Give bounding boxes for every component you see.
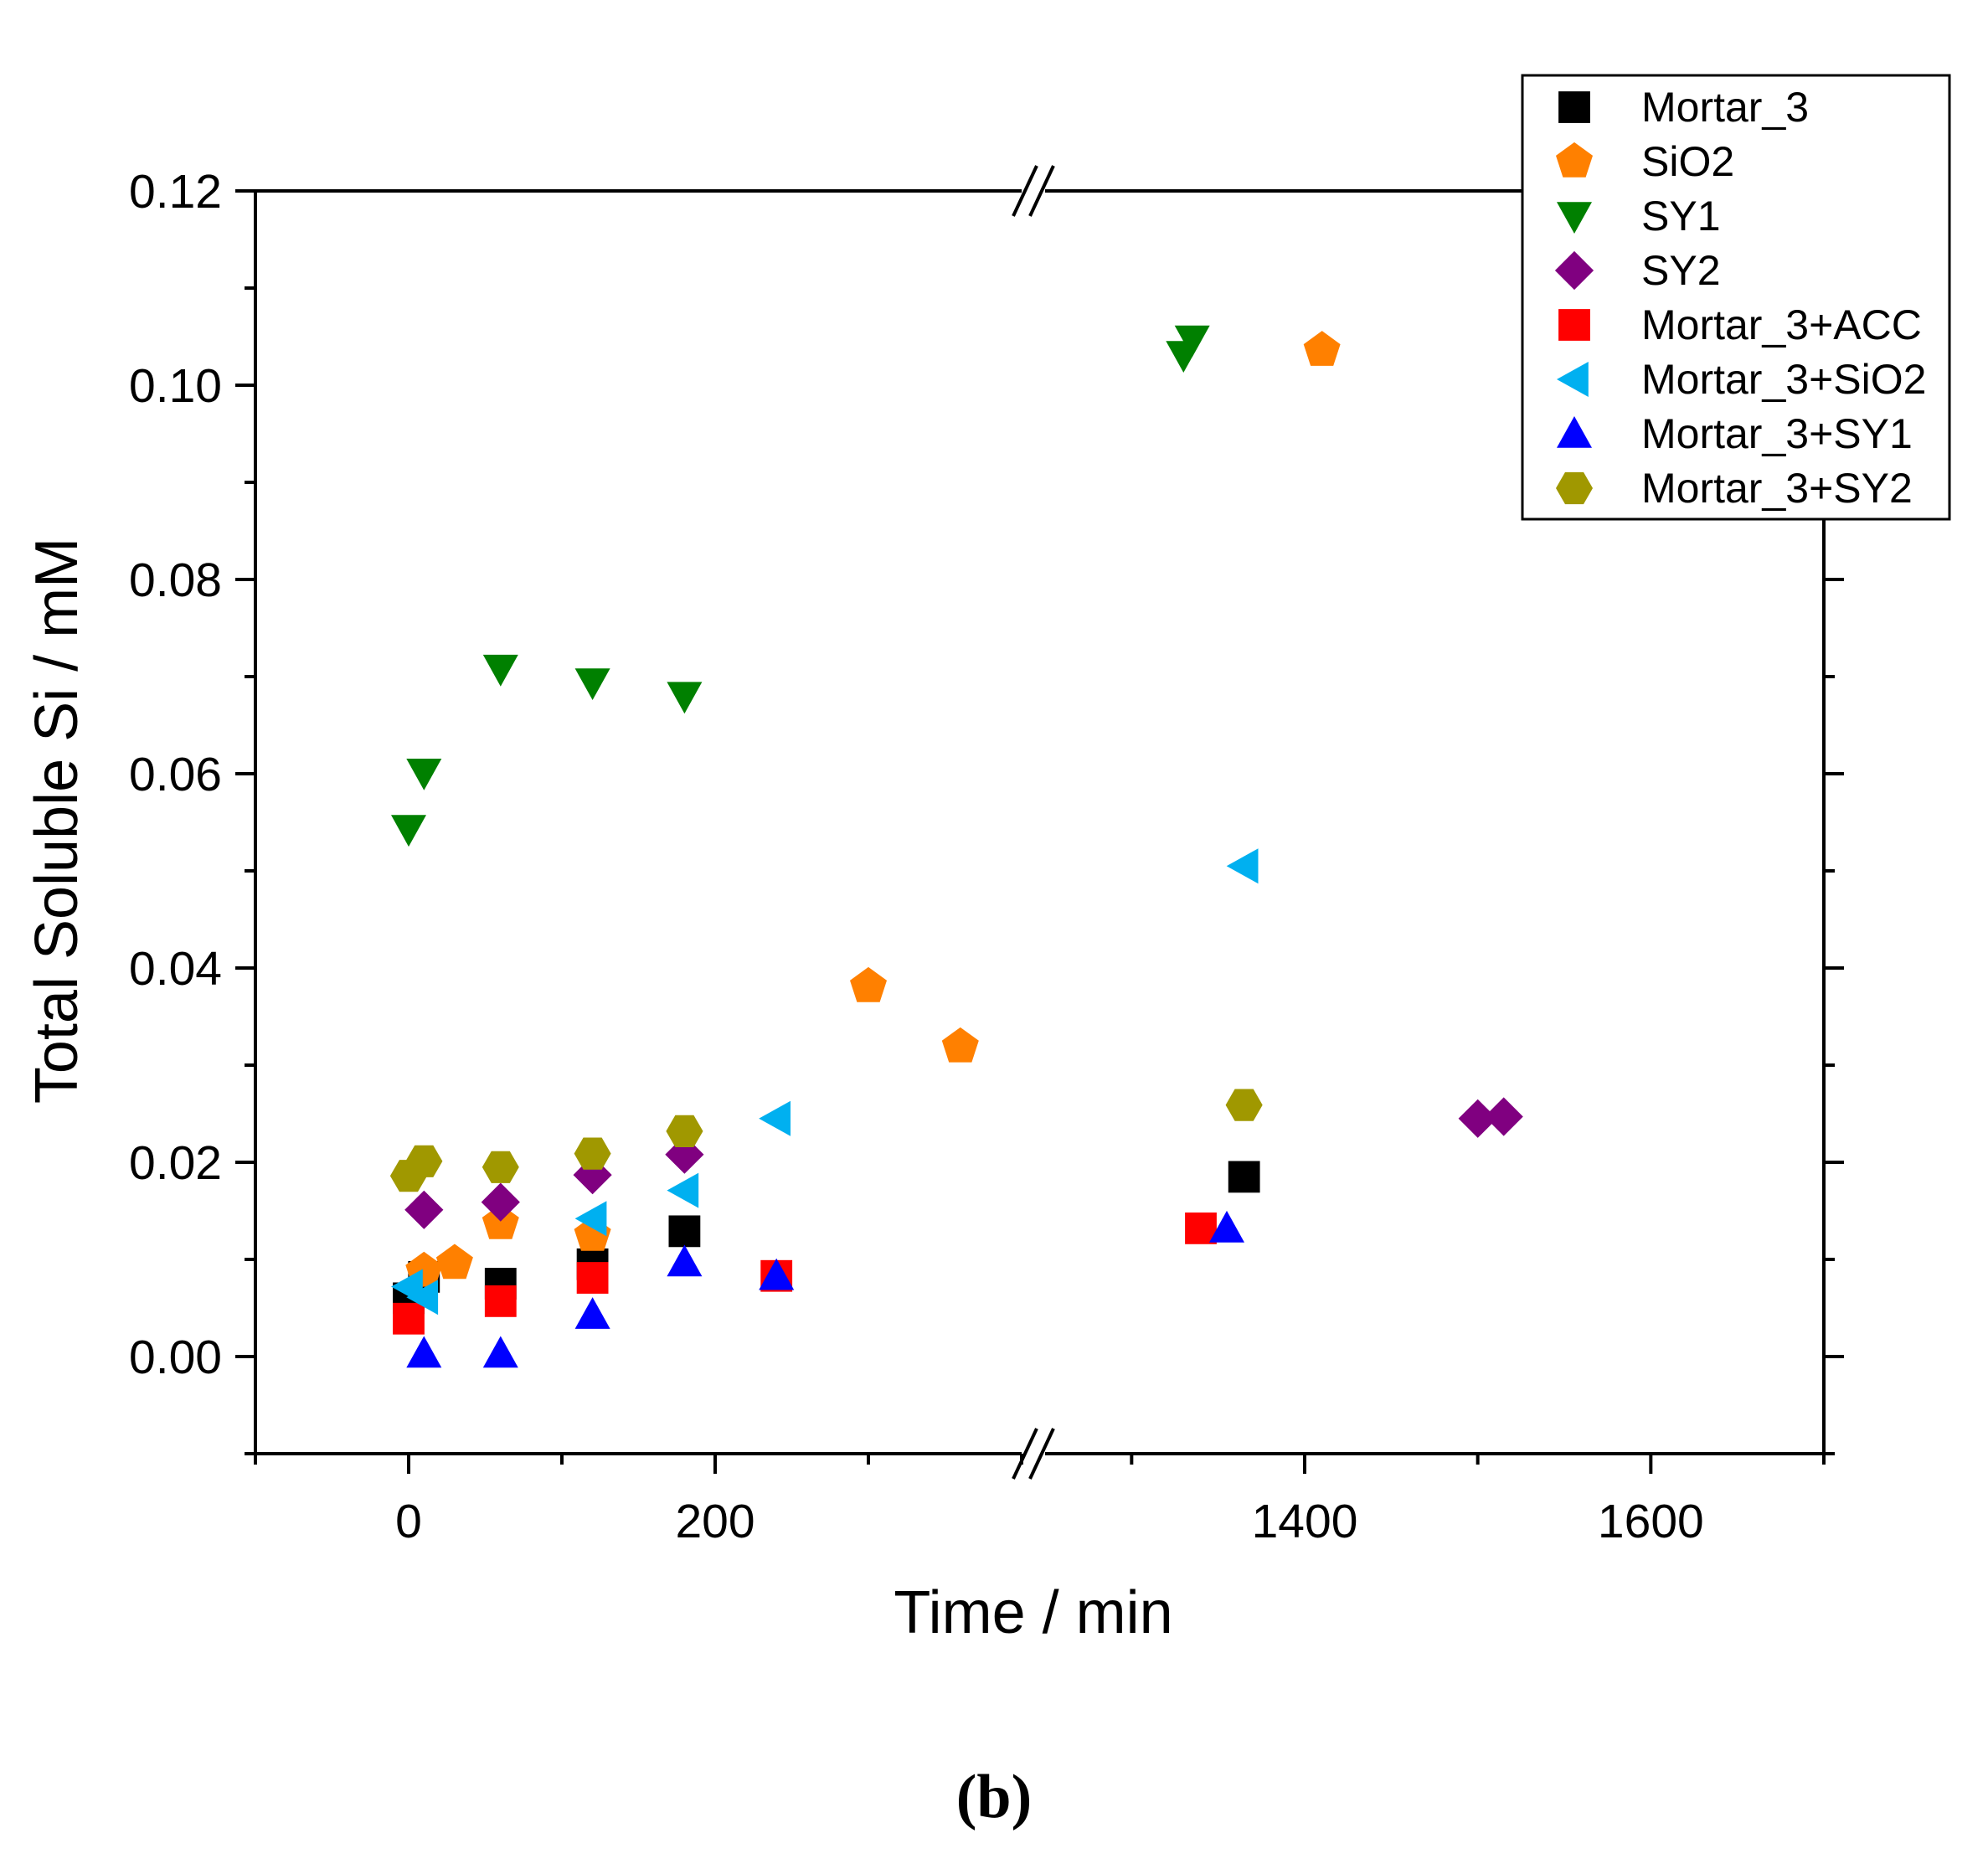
data-point (666, 1115, 703, 1147)
data-point (1225, 1089, 1263, 1121)
data-point (406, 1336, 442, 1368)
data-point (667, 1172, 699, 1208)
y-tick-label: 0.04 (129, 942, 222, 996)
data-point (393, 1302, 425, 1335)
data-point (404, 1190, 444, 1229)
data-point (574, 668, 610, 700)
x-tick-label: 1600 (1598, 1495, 1704, 1548)
data-point (759, 1100, 791, 1136)
data-point (850, 966, 887, 1002)
data-point (406, 759, 442, 790)
x-tick-label: 200 (675, 1495, 755, 1548)
legend-marker (1557, 362, 1589, 397)
series-mortar-3-sio2 (391, 848, 1259, 1316)
data-point (482, 654, 518, 687)
legend-label: Mortar_3+SiO2 (1641, 356, 1926, 403)
data-point (1228, 1161, 1260, 1193)
series-sio2 (405, 331, 1341, 1287)
y-axis-title: Total Soluble Si / mM (23, 538, 90, 1104)
legend-label: SY1 (1641, 193, 1721, 239)
data-point (941, 1027, 979, 1063)
x-axis: 0 200 1400 1600 (254, 1454, 1826, 1548)
series-mortar-3 (393, 1161, 1260, 1315)
legend-marker (1557, 416, 1592, 448)
legend-marker (1554, 250, 1594, 291)
top-break-slash-1 (1012, 165, 1038, 217)
legend-label: Mortar_3+SY2 (1641, 465, 1913, 512)
data-point (1458, 1099, 1497, 1138)
data-point (482, 1204, 519, 1239)
top-break-slash-2 (1028, 165, 1055, 217)
data-point (576, 1262, 609, 1294)
x-tick-label: 0 (395, 1495, 422, 1548)
data-point (481, 1182, 520, 1222)
y-axis: 0.00 0.02 0.04 0.06 0.08 0.10 0.12 (129, 165, 1844, 1455)
data-point (391, 815, 426, 847)
data-point (405, 1145, 443, 1177)
y-tick-label: 0.08 (129, 554, 222, 607)
series-sy1 (391, 325, 1210, 847)
data-point (574, 1201, 607, 1237)
data-point (574, 1137, 611, 1170)
legend: Mortar_3 SiO2 SY1 SY2 Mortar_3+ACC Mortar_3+S… (1521, 74, 1951, 521)
data-point (435, 1244, 473, 1280)
legend-marker (1556, 142, 1593, 178)
legend-label: Mortar_3 (1641, 84, 1809, 131)
series-mortar-3-sy1 (406, 1210, 1244, 1368)
legend-label: Mortar_3+ACC (1641, 301, 1922, 348)
legend-label: SY2 (1641, 247, 1721, 294)
data-point (667, 682, 703, 714)
data-point (759, 1258, 795, 1290)
data-point (406, 1280, 439, 1316)
data-point (482, 1336, 518, 1368)
data-point (1209, 1210, 1244, 1243)
legend-box (1521, 74, 1951, 521)
legend-label: SiO2 (1641, 138, 1734, 185)
data-point (668, 1215, 701, 1248)
data-point (1484, 1097, 1523, 1136)
data-point (484, 1285, 517, 1317)
y-tick-label: 0.12 (129, 165, 222, 219)
data-point (1174, 325, 1210, 358)
data-point (1226, 848, 1259, 884)
series-sy2 (404, 1097, 1523, 1229)
legend-marker (1556, 471, 1593, 505)
legend-marker (1557, 202, 1592, 234)
data-point (574, 1297, 610, 1329)
bottom-break-slash-1 (1012, 1428, 1038, 1480)
legend-marker (1558, 309, 1590, 341)
y-tick-label: 0.06 (129, 748, 222, 801)
panel-label: (b) (956, 1763, 1032, 1831)
data-point (667, 1244, 703, 1277)
bottom-break-slash-2 (1028, 1428, 1055, 1480)
legend-marker (1558, 91, 1590, 123)
legend-label: Mortar_3+SY1 (1641, 410, 1913, 457)
axis-break-marks (1012, 165, 1055, 1480)
y-tick-label: 0.10 (129, 359, 222, 413)
data-points (389, 325, 1523, 1368)
series-mortar-3-sy2 (389, 1089, 1263, 1192)
y-tick-label: 0.02 (129, 1136, 222, 1190)
x-tick-label: 1400 (1252, 1495, 1358, 1548)
x-axis-title: Time / min (894, 1579, 1172, 1646)
data-point (1303, 331, 1341, 366)
data-point (482, 1151, 519, 1183)
y-tick-label: 0.00 (129, 1331, 222, 1384)
